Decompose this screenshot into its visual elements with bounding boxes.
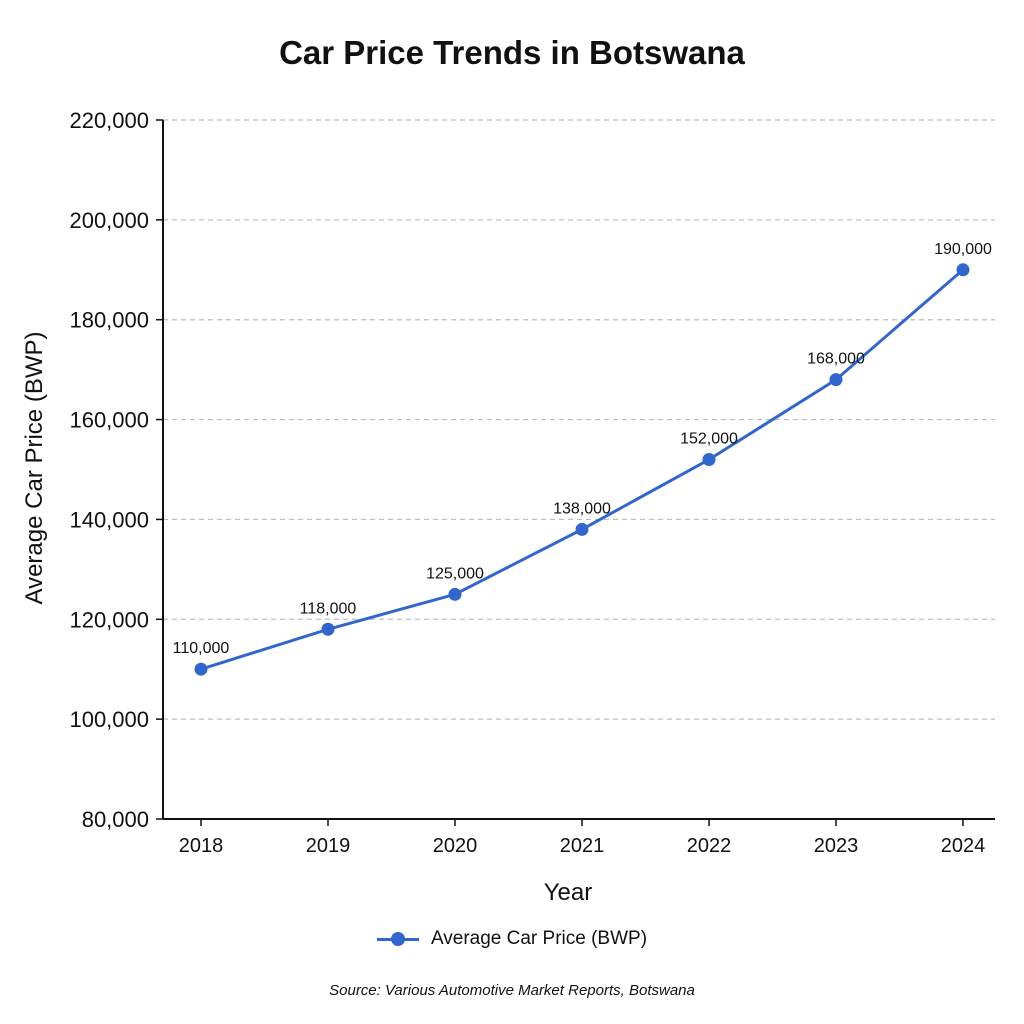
y-tick-label: 220,000	[69, 108, 149, 133]
x-tick-labels: 2018 2019 2020 2021 2022 2023 2024	[179, 819, 986, 857]
y-tick-labels: 80,000 100,000 120,000 140,000 160,000 180,00…	[69, 108, 163, 832]
source-note: Source: Various Automotive Market Report…	[329, 982, 695, 999]
legend-swatch	[376, 932, 419, 946]
series-average-car-price	[194, 263, 970, 676]
y-tick-label: 180,000	[69, 308, 149, 333]
data-label: 125,000	[426, 565, 484, 582]
x-tick-label: 2021	[560, 835, 605, 857]
data-labels: 110,000 118,000 125,000 138,000 152,000 168,0…	[173, 241, 992, 657]
data-point	[702, 453, 716, 467]
data-point	[575, 522, 589, 536]
x-tick-label: 2022	[687, 835, 732, 857]
data-point	[829, 373, 843, 387]
data-label: 168,000	[807, 351, 865, 368]
y-axis-label: Average Car Price (BWP)	[21, 332, 48, 605]
data-point	[448, 587, 462, 601]
data-point	[956, 263, 970, 277]
legend: Average Car Price (BWP)	[0, 928, 1024, 950]
axes	[162, 120, 995, 820]
x-tick-label: 2023	[814, 835, 859, 857]
data-label: 152,000	[680, 431, 738, 448]
x-tick-label: 2018	[179, 835, 224, 857]
y-tick-label: 140,000	[69, 507, 149, 532]
data-label: 190,000	[934, 241, 992, 258]
data-label: 110,000	[173, 640, 230, 657]
y-tick-label: 80,000	[82, 807, 149, 832]
x-axis-label: Year	[544, 879, 593, 906]
x-tick-label: 2019	[306, 835, 351, 857]
legend-marker	[390, 932, 405, 946]
y-tick-label: 160,000	[69, 408, 149, 433]
y-tick-label: 200,000	[69, 208, 149, 233]
data-label: 138,000	[553, 500, 611, 517]
grid-lines	[163, 119, 995, 720]
data-point	[194, 662, 208, 676]
legend-label: Average Car Price (BWP)	[430, 928, 648, 949]
y-tick-label: 120,000	[69, 607, 149, 632]
x-tick-label: 2024	[941, 835, 986, 857]
data-label: 118,000	[300, 600, 357, 617]
data-point	[321, 622, 335, 636]
x-tick-label: 2020	[433, 835, 478, 857]
chart-title: Car Price Trends in Botswana	[279, 34, 745, 71]
y-tick-label: 100,000	[69, 707, 149, 732]
